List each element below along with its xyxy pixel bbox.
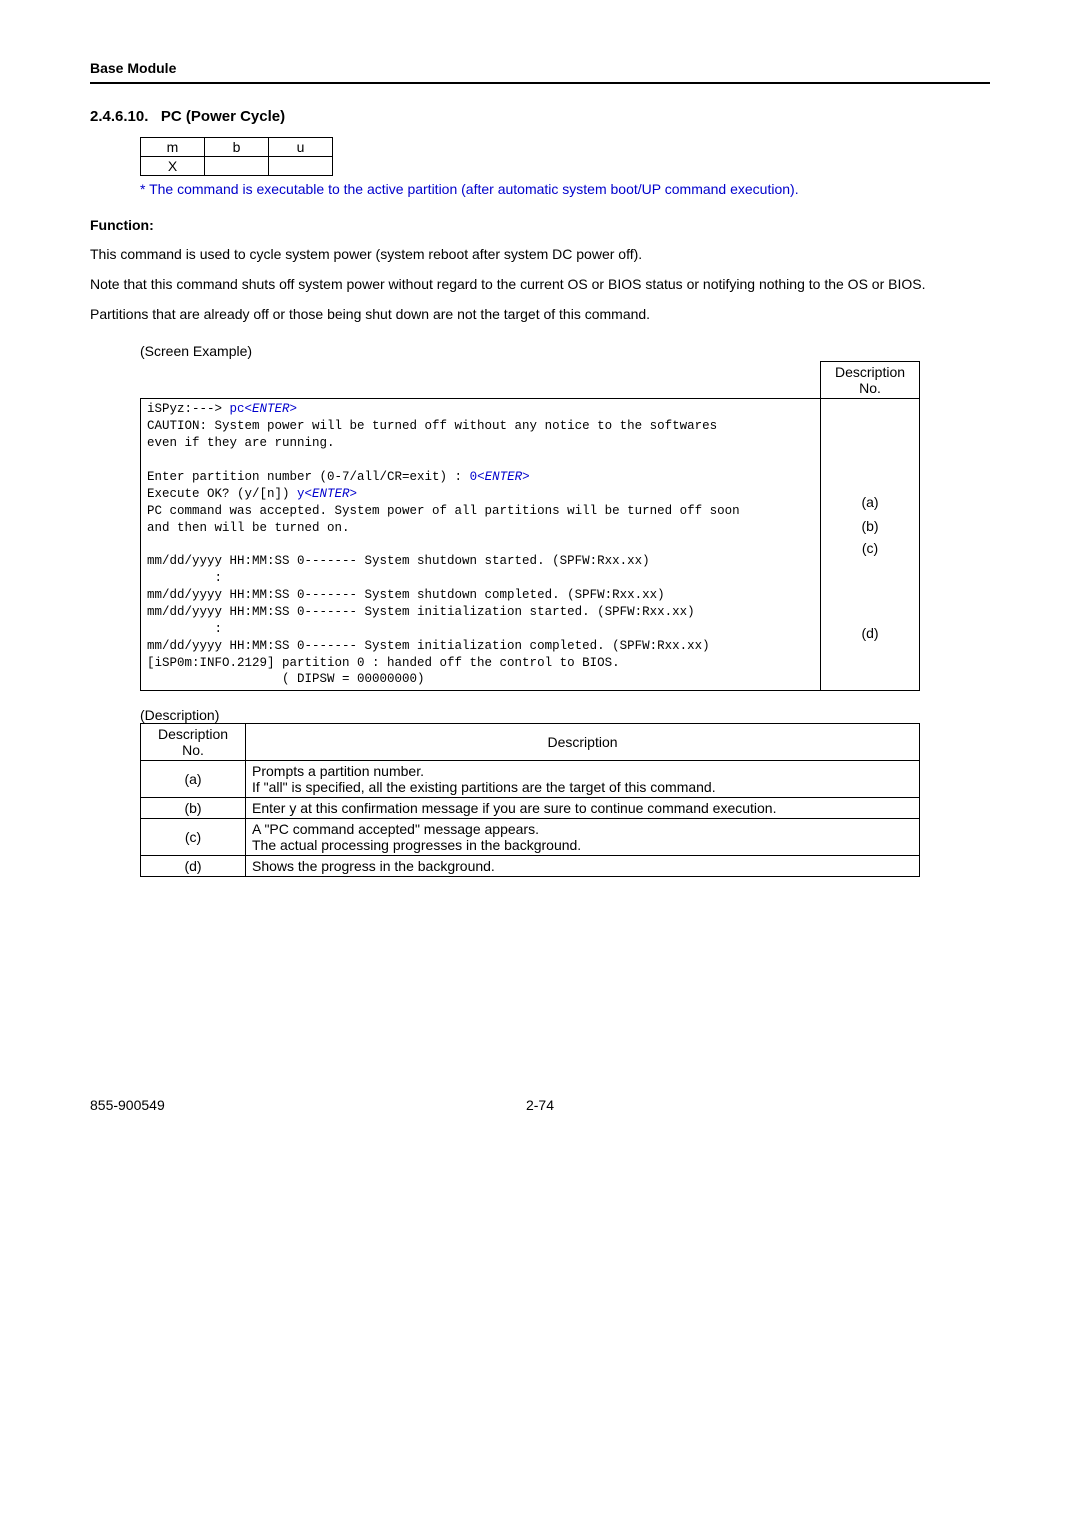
header-label: Base Module	[90, 60, 176, 76]
code-line: mm/dd/yyyy HH:MM:SS 0------- System shut…	[147, 554, 650, 568]
table-row: Description No.	[141, 362, 920, 399]
desc-no-header: Description No.	[821, 362, 920, 399]
desc-row-text: A "PC command accepted" message appears.…	[246, 819, 920, 856]
desc-no-c: (c)	[821, 538, 920, 575]
code-line: mm/dd/yyyy HH:MM:SS 0------- System shut…	[147, 588, 665, 602]
desc-no-b: (b)	[821, 514, 920, 538]
desc-row-text: Enter y at this confirmation message if …	[246, 798, 920, 819]
table-row: X	[141, 157, 333, 176]
mbu-val-b	[205, 157, 269, 176]
screen-example-label: (Screen Example)	[140, 343, 990, 359]
code-line: ( DIPSW = 00000000)	[147, 672, 425, 686]
paragraph: Note that this command shuts off system …	[90, 275, 990, 293]
user-input: y	[297, 487, 305, 501]
footer-left: 855-900549	[90, 1097, 165, 1113]
mbu-col-m: m	[141, 138, 205, 157]
desc-row-no: (a)	[141, 761, 246, 798]
code-line: mm/dd/yyyy HH:MM:SS 0------- System init…	[147, 605, 695, 619]
table-row: iSPyz:---> pc<ENTER> CAUTION: System pow…	[141, 399, 920, 490]
code-line: Enter partition number (0-7/all/CR=exit)…	[147, 470, 470, 484]
desc-no-cell	[821, 399, 920, 490]
section-number: 2.4.6.10.	[90, 108, 148, 125]
command-note: * The command is executable to the activ…	[140, 180, 990, 199]
description-label: (Description)	[140, 707, 990, 723]
mbu-val-u	[269, 157, 333, 176]
user-input: 0	[470, 470, 478, 484]
mbu-col-u: u	[269, 138, 333, 157]
enter-key: <ENTER>	[305, 487, 358, 501]
table-row: (c) A "PC command accepted" message appe…	[141, 819, 920, 856]
desc-no-d: (d)	[821, 576, 920, 691]
code-line: :	[147, 571, 222, 585]
enter-key: <ENTER>	[477, 470, 530, 484]
page-footer: 855-900549 2-74	[90, 1097, 990, 1113]
paragraph: This command is used to cycle system pow…	[90, 245, 990, 263]
function-label: Function:	[90, 217, 990, 233]
code-line: PC command was accepted. System power of…	[147, 504, 740, 518]
code-line: :	[147, 622, 222, 636]
description-table: Description No. Description (a) Prompts …	[140, 723, 920, 877]
table-row: Description No. Description	[141, 724, 920, 761]
desc-row-no: (d)	[141, 856, 246, 877]
page-header: Base Module	[90, 60, 990, 76]
mbu-val-m: X	[141, 157, 205, 176]
screen-code: iSPyz:---> pc<ENTER> CAUTION: System pow…	[141, 399, 821, 691]
desc-table-header-desc: Description	[246, 724, 920, 761]
code-line: CAUTION: System power will be turned off…	[147, 419, 717, 433]
enter-key: <ENTER>	[245, 402, 298, 416]
table-row: (a) Prompts a partition number. If "all"…	[141, 761, 920, 798]
section-name: PC (Power Cycle)	[161, 108, 285, 125]
code-line: Execute OK? (y/[n])	[147, 487, 297, 501]
code-line: mm/dd/yyyy HH:MM:SS 0------- System init…	[147, 639, 710, 653]
code-line: even if they are running.	[147, 436, 335, 450]
footer-center: 2-74	[526, 1097, 554, 1113]
code-line: and then will be turned on.	[147, 521, 350, 535]
table-row: m b u	[141, 138, 333, 157]
mbu-col-b: b	[205, 138, 269, 157]
screen-table: Description No. iSPyz:---> pc<ENTER> CAU…	[140, 361, 920, 691]
paragraph: Partitions that are already off or those…	[90, 305, 990, 323]
table-row: (d) Shows the progress in the background…	[141, 856, 920, 877]
desc-no-a: (a)	[821, 490, 920, 514]
desc-row-no: (b)	[141, 798, 246, 819]
header-rule	[90, 82, 990, 84]
desc-row-text: Shows the progress in the background.	[246, 856, 920, 877]
table-row: (b) Enter y at this confirmation message…	[141, 798, 920, 819]
user-input: pc	[230, 402, 245, 416]
code-line: iSPyz:--->	[147, 402, 230, 416]
mbu-table: m b u X	[140, 137, 333, 176]
desc-row-text: Prompts a partition number. If "all" is …	[246, 761, 920, 798]
blank-corner	[141, 362, 821, 399]
section-title: 2.4.6.10. PC (Power Cycle)	[90, 108, 990, 125]
desc-row-no: (c)	[141, 819, 246, 856]
screen-example: Description No. iSPyz:---> pc<ENTER> CAU…	[140, 361, 920, 691]
desc-table-header-no: Description No.	[141, 724, 246, 761]
code-line: [iSP0m:INFO.2129] partition 0 : handed o…	[147, 656, 620, 670]
